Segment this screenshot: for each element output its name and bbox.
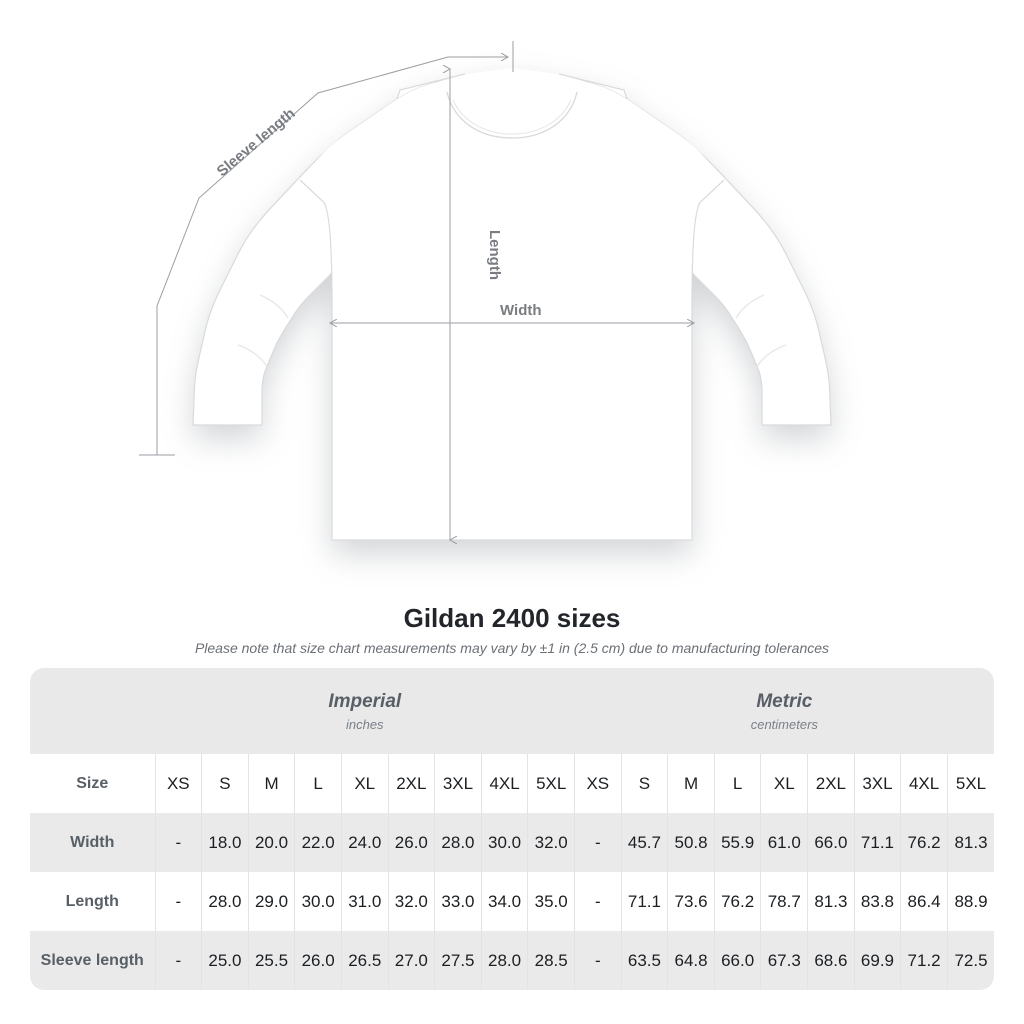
svg-text:Width: Width <box>500 302 542 319</box>
svg-text:Sleeve length: Sleeve length <box>214 105 299 180</box>
svg-text:Length: Length <box>486 230 503 280</box>
